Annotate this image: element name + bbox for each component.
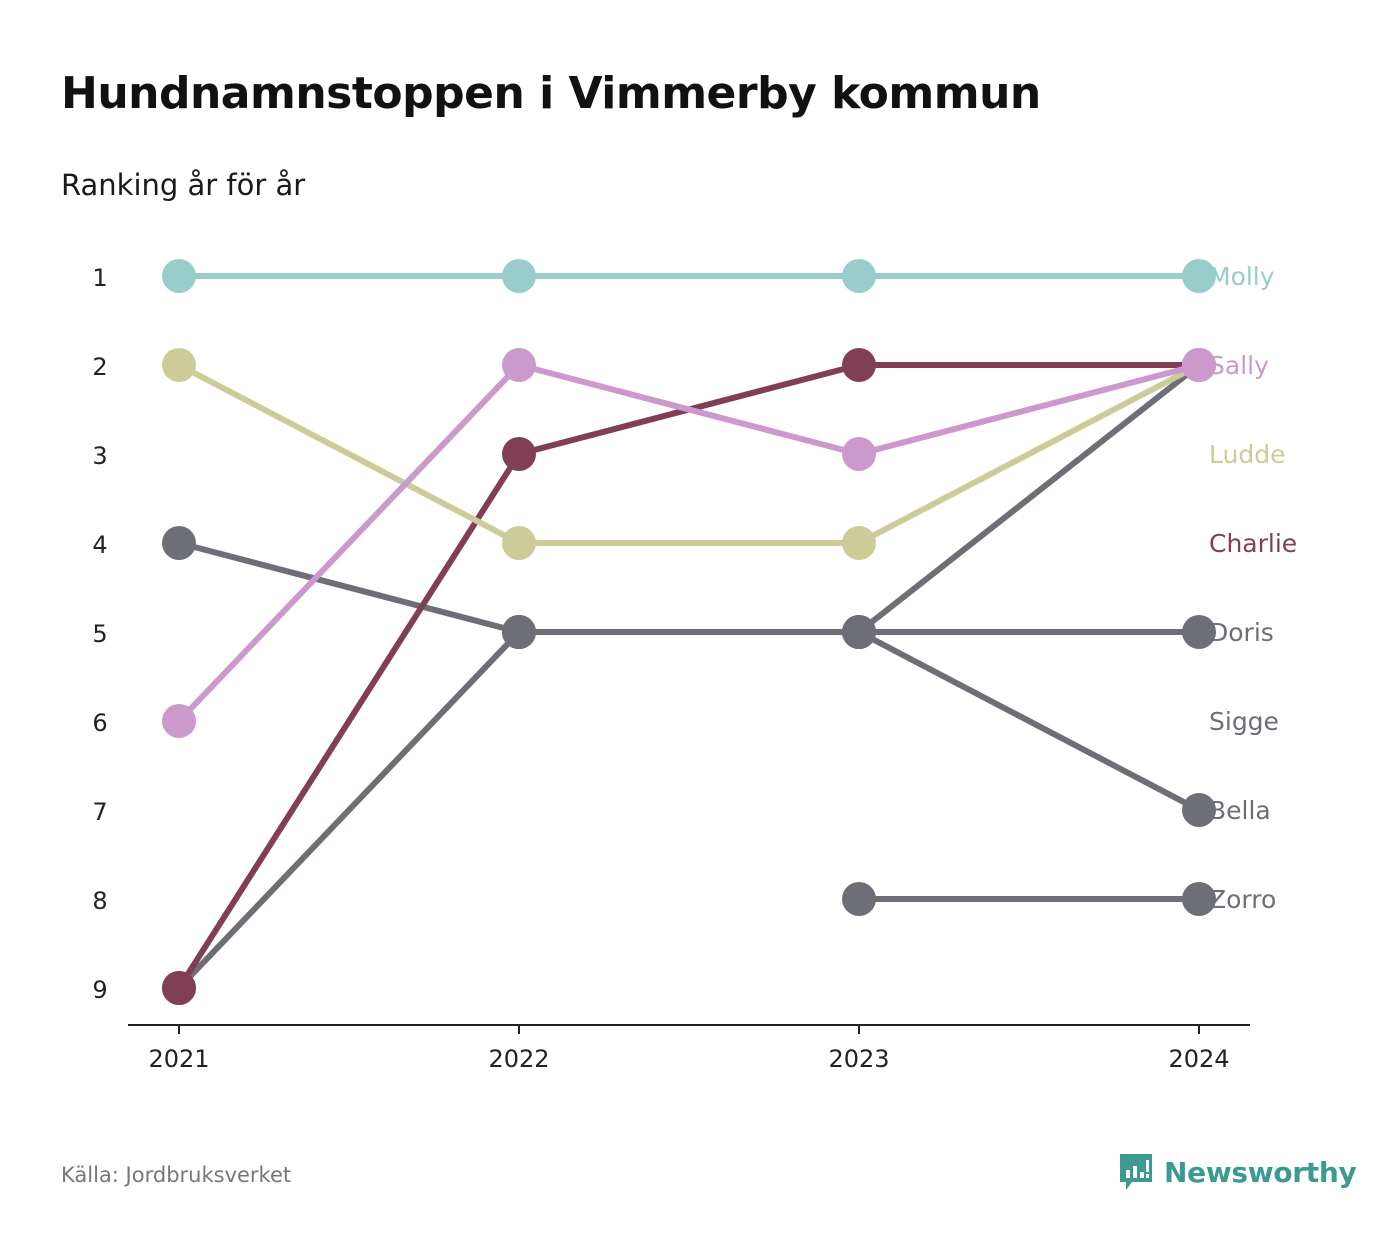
series-point-sally xyxy=(502,348,536,382)
y-tick-label: 4 xyxy=(92,531,107,559)
series-point-doris xyxy=(1182,615,1216,649)
series-lines xyxy=(176,273,1202,991)
series-point-ludde xyxy=(162,348,196,382)
series-label-sigge: Sigge xyxy=(1209,707,1279,736)
series-point-charlie xyxy=(842,348,876,382)
chart-subtitle: Ranking år för år xyxy=(61,168,306,202)
series-label-zorro: Zorro xyxy=(1209,885,1276,914)
series-point-ludde xyxy=(502,526,536,560)
y-tick-label: 5 xyxy=(92,620,107,648)
y-tick-label: 9 xyxy=(92,976,107,1004)
series-point-doris xyxy=(502,615,536,649)
series-line-charlie xyxy=(176,362,1202,991)
series-line-ludde xyxy=(176,362,1202,546)
series-label-doris: Doris xyxy=(1209,618,1274,647)
series-point-molly xyxy=(842,259,876,293)
x-axis: 2021 2022 2023 2024 xyxy=(128,1024,1250,1073)
series-line-bella xyxy=(176,540,1202,813)
series-point-charlie xyxy=(502,437,536,471)
series-line-sigge xyxy=(176,362,1202,991)
series-points xyxy=(162,259,1216,1005)
bump-chart: 1 2 3 4 5 6 7 8 9 2021 2022 2023 2024 Molly Sally Lud… xyxy=(92,259,1297,1073)
y-axis-ticks: 1 2 3 4 5 6 7 8 9 xyxy=(92,264,107,1004)
series-point-molly xyxy=(502,259,536,293)
y-tick-label: 1 xyxy=(92,264,107,292)
series-point-sally xyxy=(1182,348,1216,382)
series-point-sally xyxy=(162,704,196,738)
series-labels: Molly Sally Ludde Charlie Doris Sigge Bella Zor… xyxy=(1209,262,1297,914)
y-tick-label: 8 xyxy=(92,887,107,915)
chart-speech-bubble-icon xyxy=(1120,1154,1152,1190)
series-point-charlie xyxy=(162,971,196,1005)
source-note: Källa: Jordbruksverket xyxy=(61,1163,292,1187)
series-label-ludde: Ludde xyxy=(1209,440,1285,469)
series-point-bella xyxy=(162,526,196,560)
series-point-sally xyxy=(842,437,876,471)
series-point-ludde xyxy=(842,526,876,560)
series-line-sally xyxy=(176,362,1202,724)
x-tick-label: 2021 xyxy=(148,1045,209,1073)
series-point-molly xyxy=(162,259,196,293)
series-point-zorro xyxy=(842,882,876,916)
x-tick-label: 2022 xyxy=(488,1045,549,1073)
brand-logo: Newsworthy xyxy=(1118,1152,1357,1192)
series-label-charlie: Charlie xyxy=(1209,529,1297,558)
y-tick-label: 3 xyxy=(92,442,107,470)
chart-title: Hundnamnstoppen i Vimmerby kommun xyxy=(61,68,1041,119)
y-tick-label: 6 xyxy=(92,709,107,737)
brand-name: Newsworthy xyxy=(1164,1155,1357,1189)
series-point-zorro xyxy=(1182,882,1216,916)
y-tick-label: 2 xyxy=(92,353,107,381)
series-label-molly: Molly xyxy=(1209,262,1275,291)
x-tick-label: 2024 xyxy=(1168,1045,1229,1073)
series-point-molly xyxy=(1182,259,1216,293)
series-point-doris xyxy=(842,615,876,649)
y-tick-label: 7 xyxy=(92,798,107,826)
x-tick-label: 2023 xyxy=(828,1045,889,1073)
series-point-bella xyxy=(1182,793,1216,827)
series-label-sally: Sally xyxy=(1209,351,1269,380)
series-label-bella: Bella xyxy=(1209,796,1271,825)
